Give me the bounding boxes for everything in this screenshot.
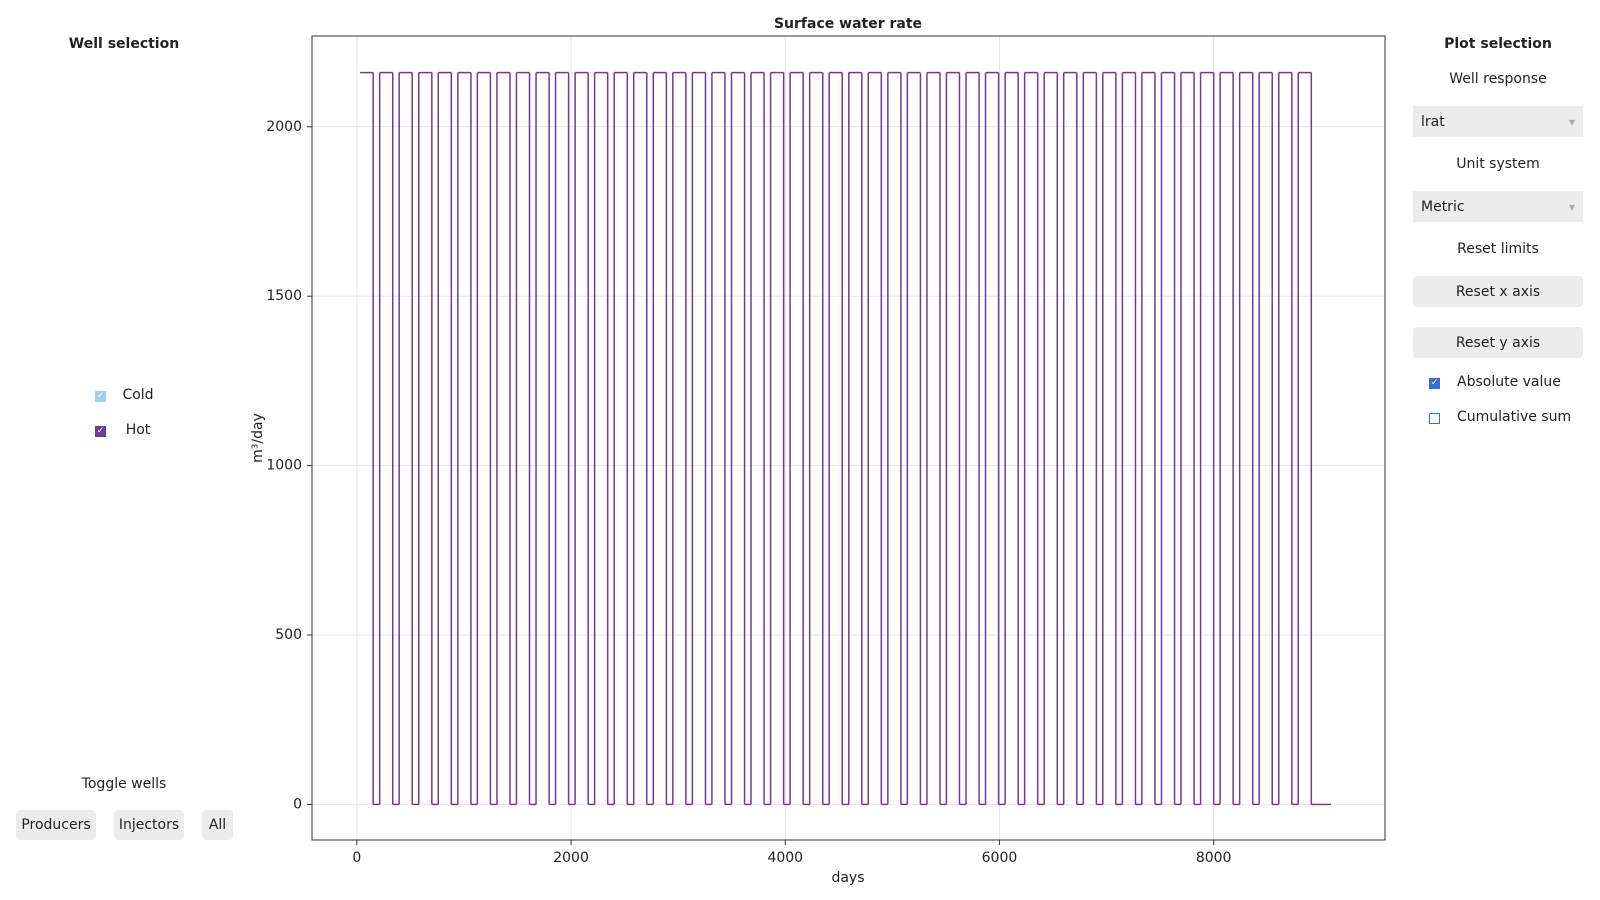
well-label: Hot [125, 422, 151, 438]
y-tick-label: 1500 [266, 288, 302, 304]
unit-system-dropdown[interactable]: Metric [1413, 191, 1583, 222]
y-tick-label: 2000 [266, 119, 302, 135]
chart-title: Surface water rate [774, 16, 922, 32]
section-label: Reset limits [1457, 241, 1539, 257]
section-label: Unit system [1456, 156, 1540, 172]
y-tick-label: 500 [275, 627, 302, 643]
option-checkbox[interactable] [1429, 413, 1440, 424]
plot-frame [311, 35, 1386, 841]
y-tick-label: 0 [293, 796, 302, 812]
panel-title: Plot selection [1444, 36, 1552, 52]
y-axis-label: m³/day [250, 413, 266, 463]
well-checkbox[interactable]: ✓ [95, 426, 106, 437]
option-label: Cumulative sum [1457, 409, 1572, 425]
option-checkbox[interactable]: ✓ [1429, 378, 1440, 389]
option-label: Absolute value [1457, 374, 1561, 390]
x-tick-label: 6000 [982, 850, 1018, 866]
y-tick-label: 1000 [266, 458, 302, 474]
x-tick-label: 2000 [553, 850, 589, 866]
section-label: Well response [1449, 71, 1547, 87]
well-label: Cold [122, 387, 154, 403]
injectors-button[interactable]: Injectors [114, 810, 184, 840]
well-checkbox[interactable]: ✓ [95, 391, 106, 402]
x-tick-label: 0 [352, 850, 361, 866]
panel-title: Well selection [68, 36, 180, 52]
all-button[interactable]: All [202, 810, 233, 840]
section-label: Toggle wells [81, 776, 167, 792]
x-tick-label: 4000 [767, 850, 803, 866]
x-tick-label: 8000 [1196, 850, 1232, 866]
x-axis-label: days [831, 870, 864, 886]
well-response-dropdown[interactable]: lrat [1413, 106, 1583, 137]
reset-x-button[interactable]: Reset x axis [1413, 276, 1583, 307]
producers-button[interactable]: Producers [16, 810, 96, 840]
reset-y-button[interactable]: Reset y axis [1413, 327, 1583, 358]
